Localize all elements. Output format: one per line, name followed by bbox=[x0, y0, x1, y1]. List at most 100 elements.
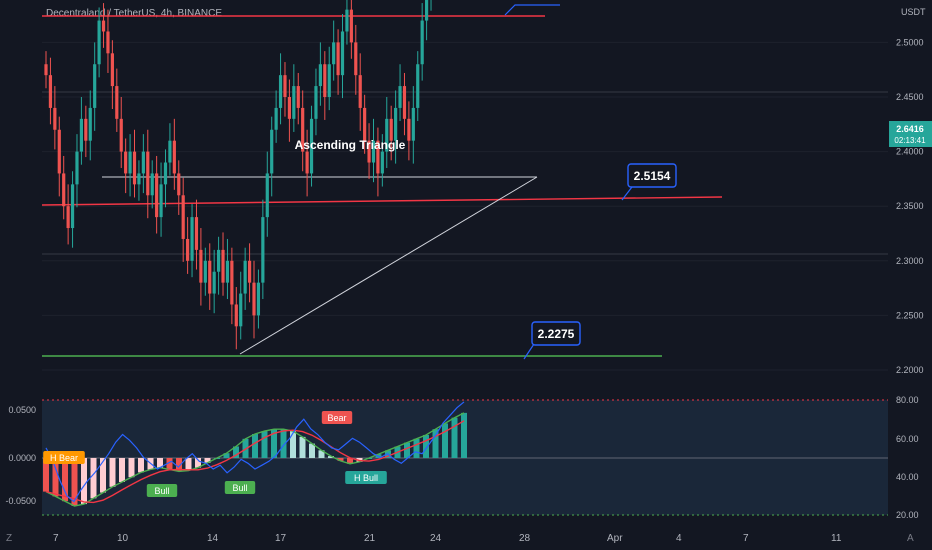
candle-body bbox=[79, 118, 84, 152]
candle-body bbox=[239, 293, 243, 327]
candle-body bbox=[177, 173, 181, 196]
histogram-bar bbox=[233, 446, 239, 458]
candle-body bbox=[110, 53, 114, 87]
rsi-line bbox=[45, 401, 465, 503]
date-tick-label: 7 bbox=[743, 533, 749, 544]
oscillator-axis-labels: 0.0500 0.0000 -0.0500 80.00 60.00 40.00 20.00 bbox=[5, 395, 918, 520]
oscillator-pane[interactable]: 0.05000.0000-0.050080.0060.0040.0020.00 … bbox=[0, 388, 932, 528]
histogram-bar bbox=[43, 458, 49, 492]
date-tick-label: 14 bbox=[207, 533, 219, 544]
divergence-label-box bbox=[321, 411, 353, 424]
candle-body bbox=[203, 260, 207, 283]
oscillator-left-tick: 0.0000 bbox=[8, 453, 36, 463]
candle-body bbox=[106, 31, 110, 54]
candle-body bbox=[358, 75, 362, 108]
divergence-label-box bbox=[146, 484, 178, 497]
price-tick-label: 2.3500 bbox=[896, 201, 924, 211]
histogram-bar bbox=[451, 417, 458, 458]
main-price-chart[interactable]: 2.2000 2.2500 2.3000 2.3500 2.4000 2.4500 2.50… bbox=[0, 0, 932, 385]
divergence-label-text: Bull bbox=[232, 483, 247, 493]
histogram-bar bbox=[223, 453, 230, 458]
histogram-bar bbox=[271, 429, 277, 458]
support-callout-pointer bbox=[523, 343, 535, 360]
top-callout-pointer bbox=[504, 4, 560, 16]
date-tick-label: 4 bbox=[676, 533, 682, 544]
date-tick-label: 7 bbox=[53, 533, 59, 544]
triangle-hypotenuse bbox=[239, 176, 538, 355]
candle-body bbox=[75, 151, 79, 185]
candle-body bbox=[181, 195, 185, 239]
main-grid bbox=[42, 41, 888, 371]
support-callout-label: 2.2275 bbox=[538, 327, 575, 341]
histogram-bar bbox=[328, 456, 334, 458]
candle-body bbox=[332, 42, 336, 65]
candle-body bbox=[398, 86, 402, 108]
divergence-label-box bbox=[224, 481, 256, 494]
resistance-callout: 2.5154 bbox=[621, 163, 677, 201]
candle-body bbox=[225, 260, 230, 283]
candle-body bbox=[159, 184, 163, 218]
candle-body bbox=[155, 173, 159, 218]
date-tick-label: 21 bbox=[364, 533, 376, 544]
macd-line bbox=[45, 412, 465, 507]
candle-body bbox=[62, 173, 66, 207]
price-tick-label: 2.2000 bbox=[896, 365, 924, 375]
candle-body bbox=[305, 151, 309, 174]
candle-body bbox=[44, 64, 48, 76]
date-tick-label: 11 bbox=[831, 533, 842, 544]
price-tick-label: 2.4500 bbox=[896, 92, 924, 102]
divergence-label-text: H Bull bbox=[354, 473, 378, 483]
candle-body bbox=[93, 64, 97, 108]
histogram-bar bbox=[90, 458, 97, 499]
candle-countdown: 02:13:41 bbox=[894, 136, 926, 145]
histogram-bar bbox=[71, 458, 78, 506]
auto-scale-icon[interactable]: A bbox=[907, 533, 914, 544]
candle-body bbox=[256, 282, 261, 316]
candle-body bbox=[146, 151, 150, 196]
oscillator-right-tick: 60.00 bbox=[896, 434, 919, 444]
candle-body bbox=[367, 140, 371, 163]
histogram-bar bbox=[100, 458, 106, 493]
candle-body bbox=[301, 107, 305, 152]
zoom-icon[interactable]: Z bbox=[6, 533, 13, 544]
histogram-bar bbox=[423, 434, 429, 458]
candle-body bbox=[53, 107, 57, 130]
histogram-bar bbox=[138, 458, 144, 473]
histogram-bar bbox=[404, 442, 410, 458]
candle-body bbox=[252, 282, 256, 316]
candle-body bbox=[376, 140, 380, 174]
candle-body bbox=[70, 184, 75, 229]
resistance-callout-label: 2.5154 bbox=[634, 169, 671, 183]
oscillator-right-tick: 80.00 bbox=[896, 395, 919, 405]
histogram-bar bbox=[442, 423, 448, 458]
symbol-title: Decentraland / TetherUS, 4h, BINANCE bbox=[46, 8, 223, 19]
candle-body bbox=[336, 42, 340, 76]
resistance-line bbox=[41, 196, 723, 206]
candle-body bbox=[66, 206, 70, 229]
candle-body bbox=[354, 42, 358, 76]
price-tick-label: 2.3000 bbox=[896, 256, 924, 266]
candle-body bbox=[380, 151, 384, 174]
histogram-bar bbox=[347, 458, 353, 464]
candle-body bbox=[230, 260, 234, 305]
price-axis-labels: 2.2000 2.2500 2.3000 2.3500 2.4000 2.4500 2.50… bbox=[896, 37, 924, 375]
candle-body bbox=[314, 86, 318, 119]
candle-body bbox=[274, 107, 278, 130]
candle-body bbox=[57, 129, 61, 174]
price-scale-currency[interactable]: USDT bbox=[901, 7, 926, 17]
histogram-bar bbox=[204, 458, 211, 463]
candle-body bbox=[141, 151, 145, 174]
candle-body bbox=[363, 107, 367, 141]
candle-body bbox=[132, 151, 137, 185]
candle-body bbox=[115, 86, 119, 119]
pattern-annotation: Ascending Triangle bbox=[295, 138, 406, 152]
last-price-box bbox=[889, 121, 932, 147]
candle-body bbox=[287, 97, 292, 119]
divergence-label-text: Bull bbox=[154, 486, 169, 496]
candle-body bbox=[48, 75, 53, 108]
divergence-label-text: H Bear bbox=[50, 453, 78, 463]
candle-body bbox=[208, 260, 212, 294]
candlestick-series bbox=[44, 0, 432, 350]
candle-body bbox=[88, 107, 92, 141]
candle-body bbox=[318, 64, 322, 87]
